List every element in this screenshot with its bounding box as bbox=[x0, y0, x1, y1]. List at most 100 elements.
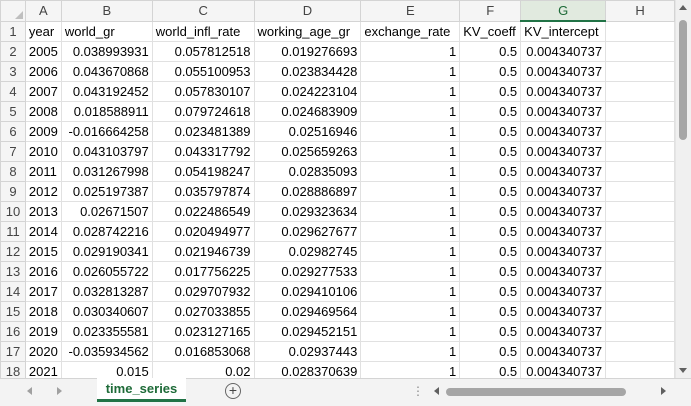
cell-e16[interactable]: 1 bbox=[360, 321, 461, 342]
cell-d3[interactable]: 0.023834428 bbox=[253, 61, 362, 82]
cell-d10[interactable]: 0.029323634 bbox=[253, 201, 362, 222]
add-sheet-icon[interactable]: + bbox=[225, 383, 241, 399]
row-header[interactable]: 2 bbox=[0, 41, 26, 62]
cell-d12[interactable]: 0.02982745 bbox=[253, 241, 362, 262]
cell-d16[interactable]: 0.029452151 bbox=[253, 321, 362, 342]
cell-e14[interactable]: 1 bbox=[360, 281, 461, 302]
cell-h10[interactable] bbox=[605, 201, 675, 222]
cell-e18[interactable]: 1 bbox=[360, 361, 461, 378]
row-header[interactable]: 17 bbox=[0, 341, 26, 362]
cell-g12[interactable]: 0.004340737 bbox=[520, 241, 607, 262]
previous-sheet-arrow-icon[interactable] bbox=[27, 387, 32, 395]
cell-b4[interactable]: 0.043192452 bbox=[60, 81, 153, 102]
row-header[interactable]: 9 bbox=[0, 181, 26, 202]
column-header-e[interactable]: E bbox=[360, 0, 461, 22]
cell-c7[interactable]: 0.043317792 bbox=[151, 141, 255, 162]
cell-c10[interactable]: 0.022486549 bbox=[151, 201, 255, 222]
row-header[interactable]: 10 bbox=[0, 201, 26, 222]
cell-a9[interactable]: 2012 bbox=[24, 181, 62, 202]
cell-d4[interactable]: 0.024223104 bbox=[253, 81, 362, 102]
row-header[interactable]: 12 bbox=[0, 241, 26, 262]
vertical-scroll-thumb[interactable] bbox=[679, 20, 687, 140]
cell-h17[interactable] bbox=[605, 341, 675, 362]
cell-c18[interactable]: 0.02 bbox=[151, 361, 255, 378]
row-header[interactable]: 18 bbox=[0, 361, 26, 378]
cell-g11[interactable]: 0.004340737 bbox=[520, 221, 607, 242]
row-header[interactable]: 13 bbox=[0, 261, 26, 282]
row-header[interactable]: 14 bbox=[0, 281, 26, 302]
cell-b5[interactable]: 0.018588911 bbox=[60, 101, 153, 122]
cell-f17[interactable]: 0.5 bbox=[459, 341, 522, 362]
scroll-down-arrow-icon[interactable] bbox=[679, 368, 687, 373]
cell-c14[interactable]: 0.029707932 bbox=[151, 281, 255, 302]
vertical-scrollbar[interactable] bbox=[675, 0, 691, 378]
cell-h4[interactable] bbox=[605, 81, 675, 102]
cell-g18[interactable]: 0.004340737 bbox=[520, 361, 607, 378]
cell-h14[interactable] bbox=[605, 281, 675, 302]
cell-a8[interactable]: 2011 bbox=[24, 161, 62, 182]
cell-f7[interactable]: 0.5 bbox=[459, 141, 522, 162]
cell-h9[interactable] bbox=[605, 181, 675, 202]
row-header[interactable]: 3 bbox=[0, 61, 26, 82]
cell-e13[interactable]: 1 bbox=[360, 261, 461, 282]
cell-d7[interactable]: 0.025659263 bbox=[253, 141, 362, 162]
cell-d6[interactable]: 0.02516946 bbox=[253, 121, 362, 142]
cell-g15[interactable]: 0.004340737 bbox=[520, 301, 607, 322]
cell-e1[interactable]: exchange_rate bbox=[360, 20, 461, 42]
cell-c4[interactable]: 0.057830107 bbox=[151, 81, 255, 102]
cell-c1[interactable]: world_infl_rate bbox=[151, 20, 255, 42]
row-header[interactable]: 4 bbox=[0, 81, 26, 102]
cell-g5[interactable]: 0.004340737 bbox=[520, 101, 607, 122]
cell-d13[interactable]: 0.029277533 bbox=[253, 261, 362, 282]
row-header[interactable]: 1 bbox=[0, 20, 26, 42]
cell-h13[interactable] bbox=[605, 261, 675, 282]
cell-f16[interactable]: 0.5 bbox=[459, 321, 522, 342]
cell-b3[interactable]: 0.043670868 bbox=[60, 61, 153, 82]
cell-b8[interactable]: 0.031267998 bbox=[60, 161, 153, 182]
cell-g10[interactable]: 0.004340737 bbox=[520, 201, 607, 222]
cell-f6[interactable]: 0.5 bbox=[459, 121, 522, 142]
cell-f14[interactable]: 0.5 bbox=[459, 281, 522, 302]
cell-d1[interactable]: working_age_gr bbox=[253, 20, 362, 42]
cell-a12[interactable]: 2015 bbox=[24, 241, 62, 262]
cell-b13[interactable]: 0.026055722 bbox=[60, 261, 153, 282]
cell-g13[interactable]: 0.004340737 bbox=[520, 261, 607, 282]
cell-h1[interactable] bbox=[605, 20, 675, 42]
cell-c8[interactable]: 0.054198247 bbox=[151, 161, 255, 182]
cell-f10[interactable]: 0.5 bbox=[459, 201, 522, 222]
column-header-b[interactable]: B bbox=[60, 0, 153, 22]
cell-e8[interactable]: 1 bbox=[360, 161, 461, 182]
cell-c16[interactable]: 0.023127165 bbox=[151, 321, 255, 342]
column-header-d[interactable]: D bbox=[253, 0, 362, 22]
cell-f1[interactable]: KV_coeff bbox=[459, 20, 522, 42]
cell-h11[interactable] bbox=[605, 221, 675, 242]
cell-c6[interactable]: 0.023481389 bbox=[151, 121, 255, 142]
cell-d5[interactable]: 0.024683909 bbox=[253, 101, 362, 122]
cell-a11[interactable]: 2014 bbox=[24, 221, 62, 242]
column-header-g[interactable]: G bbox=[520, 0, 607, 22]
cell-e17[interactable]: 1 bbox=[360, 341, 461, 362]
cell-e6[interactable]: 1 bbox=[360, 121, 461, 142]
cell-b14[interactable]: 0.032813287 bbox=[60, 281, 153, 302]
cell-d9[interactable]: 0.028886897 bbox=[253, 181, 362, 202]
cell-h15[interactable] bbox=[605, 301, 675, 322]
cell-b10[interactable]: 0.02671507 bbox=[60, 201, 153, 222]
cell-h5[interactable] bbox=[605, 101, 675, 122]
row-header[interactable]: 11 bbox=[0, 221, 26, 242]
cell-h3[interactable] bbox=[605, 61, 675, 82]
cell-c12[interactable]: 0.021946739 bbox=[151, 241, 255, 262]
cell-h16[interactable] bbox=[605, 321, 675, 342]
cell-b16[interactable]: 0.023355581 bbox=[60, 321, 153, 342]
cell-g9[interactable]: 0.004340737 bbox=[520, 181, 607, 202]
cell-d8[interactable]: 0.02835093 bbox=[253, 161, 362, 182]
cell-g1[interactable]: KV_intercept bbox=[520, 20, 607, 42]
cell-d2[interactable]: 0.019276693 bbox=[253, 41, 362, 62]
scroll-left-arrow-icon[interactable] bbox=[434, 387, 439, 395]
cell-a13[interactable]: 2016 bbox=[24, 261, 62, 282]
cell-e5[interactable]: 1 bbox=[360, 101, 461, 122]
cell-e11[interactable]: 1 bbox=[360, 221, 461, 242]
cell-f18[interactable]: 0.5 bbox=[459, 361, 522, 378]
cell-e2[interactable]: 1 bbox=[360, 41, 461, 62]
cell-a16[interactable]: 2019 bbox=[24, 321, 62, 342]
cell-e12[interactable]: 1 bbox=[360, 241, 461, 262]
